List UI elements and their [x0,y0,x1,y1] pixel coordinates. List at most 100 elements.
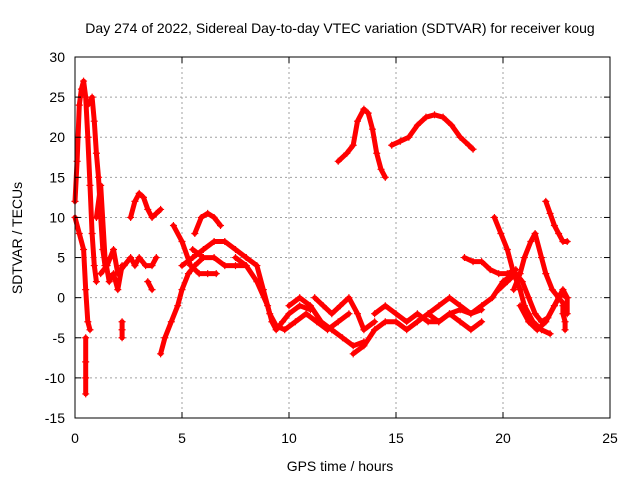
data-point [533,326,541,334]
data-point [353,310,361,318]
data-point [148,286,156,294]
data-point [336,302,344,310]
data-point [80,246,88,254]
data-point [555,229,563,237]
series-hump-6h [191,209,225,237]
data-point [210,254,218,262]
data-point [503,278,511,286]
data-point [405,133,413,141]
data-point [563,294,571,302]
series-wave-11h [285,294,368,350]
data-point [349,141,357,149]
data-point [210,213,218,221]
x-tick-label: 10 [281,430,297,446]
data-point [334,318,342,326]
data-point [516,302,524,310]
data-point [217,221,225,229]
data-point [259,286,267,294]
data-point [82,93,90,101]
data-series [71,77,571,398]
data-point [82,390,90,398]
series-early-mix-3 [97,246,160,278]
data-point [84,101,92,109]
data-point [135,189,143,197]
x-tick-label: 5 [178,430,186,446]
data-point [204,270,212,278]
data-point [495,286,503,294]
data-point [189,246,197,254]
data-point [232,246,239,254]
data-point [328,326,336,334]
series-wave-12h [311,294,379,334]
data-point [296,302,304,310]
data-point [424,318,432,326]
data-point [178,262,186,270]
series-drop-21h [510,229,569,310]
data-point [478,318,486,326]
data-point [105,278,113,286]
data-point [195,270,203,278]
data-point [371,318,379,326]
y-tick-label: 25 [49,89,65,105]
data-point [546,209,554,217]
series-isolated-2h [118,318,126,342]
data-point [542,270,550,278]
data-point [488,294,496,302]
data-point [531,229,539,237]
data-point [435,302,443,310]
data-point [135,254,143,262]
data-point [360,105,368,113]
series-arc-16h [388,111,477,153]
data-point [253,262,261,270]
data-point [531,310,539,318]
grid [75,57,610,418]
y-tick-label: 20 [49,129,65,145]
series-band-19h [460,254,520,278]
data-point [550,302,558,310]
data-point [381,302,389,310]
data-point [86,181,94,189]
data-point [101,254,109,262]
data-point [561,326,569,334]
data-point [446,310,453,318]
y-tick-label: -15 [45,410,65,426]
y-tick-label: 0 [57,290,65,306]
data-point [546,330,554,338]
data-point [469,258,477,266]
data-point [242,254,250,262]
data-point [413,121,421,129]
y-tick-label: 10 [49,209,65,225]
data-point [157,205,165,213]
data-point [525,294,533,302]
data-point [131,262,139,270]
data-point [92,149,100,157]
data-point [131,197,139,205]
data-point [469,145,477,153]
data-point [520,254,528,262]
data-point [82,286,90,294]
data-point [563,238,571,246]
data-point [118,318,126,326]
data-point [169,221,177,229]
data-point [80,77,88,85]
data-point [559,302,567,310]
data-point [377,165,385,173]
x-tick-label: 25 [602,430,618,446]
data-point [291,318,299,326]
series-trail [517,287,570,333]
data-point [75,101,83,109]
data-point [221,238,229,246]
series-tail-23h [559,302,569,334]
data-point [550,221,558,229]
series-tail-22h-b [542,197,571,246]
series-slope-5h [169,221,220,278]
data-point [191,229,199,237]
data-point [439,113,447,121]
data-point [174,302,182,310]
data-point [516,286,524,294]
data-point [114,270,122,278]
data-point [343,149,351,157]
data-point [392,310,400,318]
data-point [82,358,90,366]
data-point [232,262,239,270]
